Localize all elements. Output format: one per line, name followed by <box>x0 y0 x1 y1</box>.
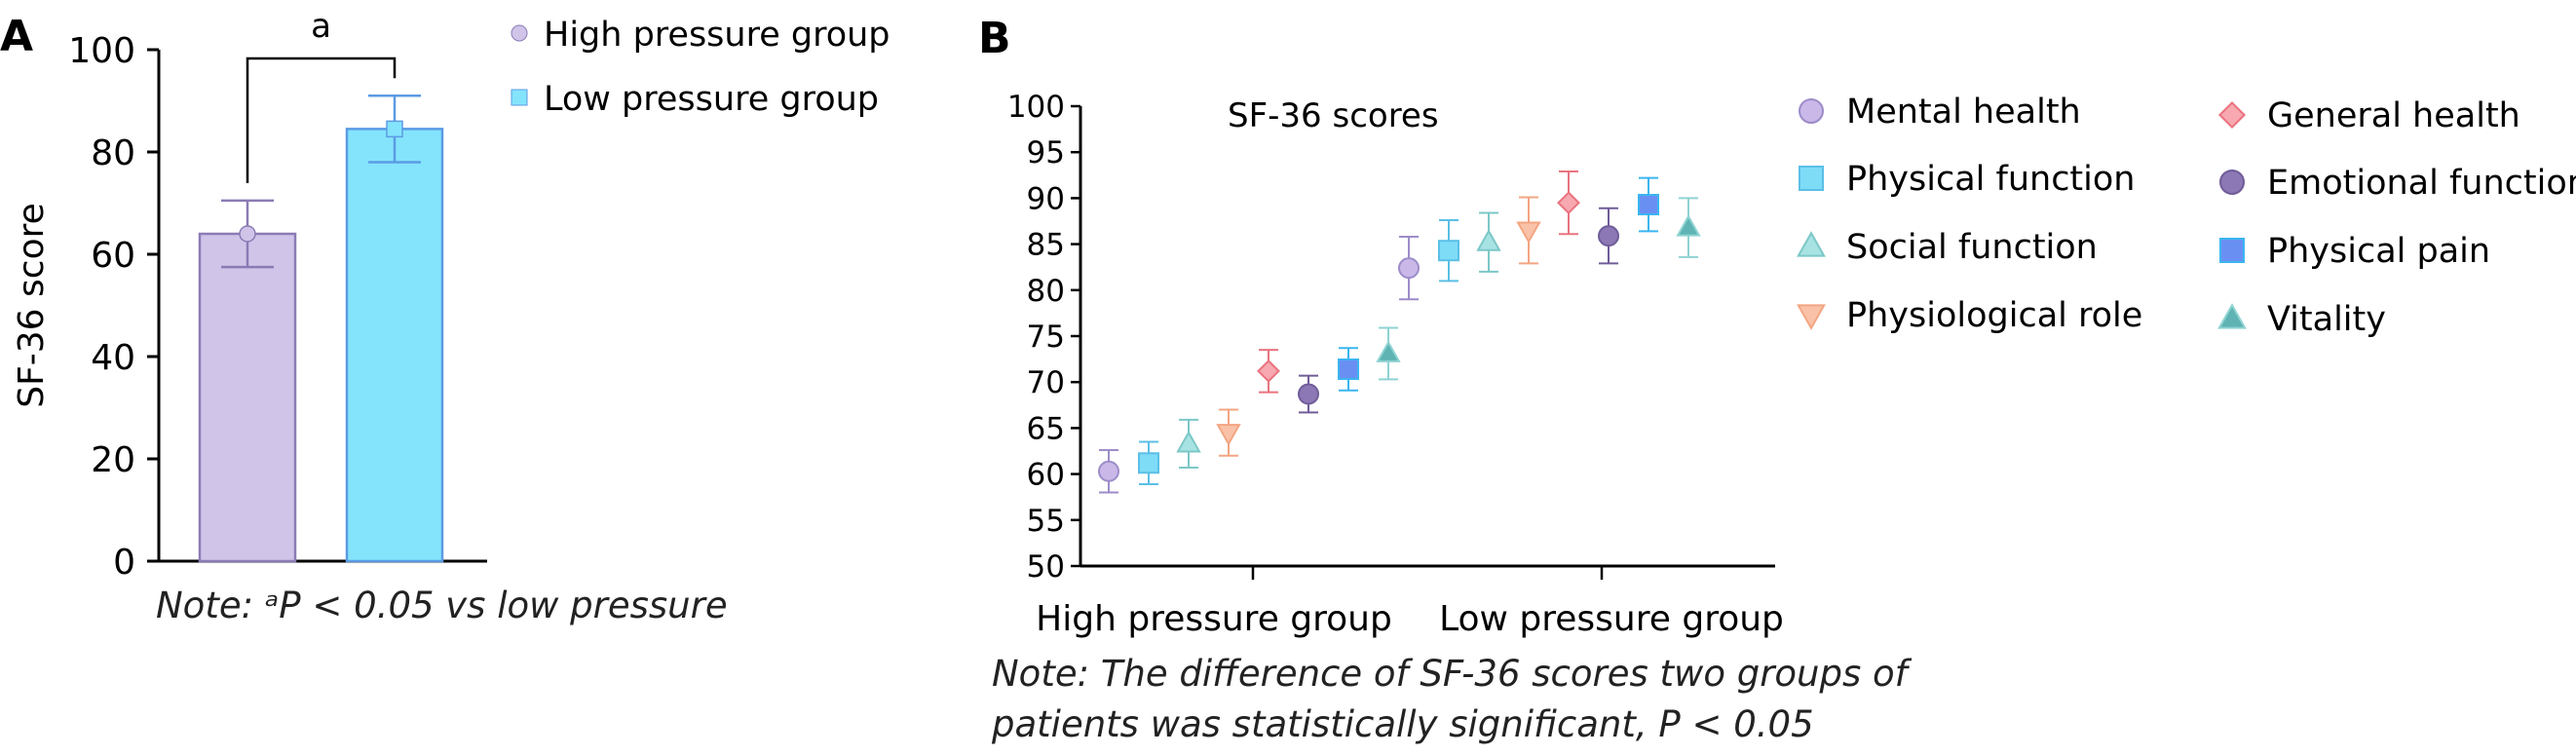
y-tick-label: 20 <box>91 440 135 480</box>
legend-marker <box>511 24 528 42</box>
data-point <box>1176 430 1201 453</box>
y-tick-label: 60 <box>1027 458 1065 493</box>
y-tick-label: 90 <box>1027 181 1065 216</box>
legend-marker <box>1799 166 1824 191</box>
legend-label: General health <box>2267 96 2520 135</box>
data-point <box>1638 194 1659 216</box>
y-tick-label: 80 <box>91 133 135 173</box>
bar <box>198 232 297 563</box>
legend-label: Physiological role <box>1846 296 2142 335</box>
panel-a-label: A <box>0 12 33 61</box>
bar <box>345 128 444 563</box>
data-point <box>1338 358 1359 380</box>
data-point <box>1098 460 1119 482</box>
legend-marker <box>1797 231 1826 257</box>
y-tick-label: 60 <box>91 236 135 276</box>
legend-marker <box>2217 303 2247 329</box>
x-tick-label: High pressure group <box>1036 599 1392 639</box>
data-point <box>1216 424 1241 446</box>
legend-label: Physical pain <box>2267 232 2490 271</box>
legend-marker <box>1797 304 1826 330</box>
data-point <box>1676 214 1701 237</box>
legend-label: High pressure group <box>544 16 890 55</box>
legend-label: Vitality <box>2267 300 2386 339</box>
y-tick-label: 55 <box>1027 504 1065 539</box>
panel-a: A 0 20 40 60 80 100 SF-36 score a High pressure g… <box>0 7 890 583</box>
x-tick-label: Low pressure group <box>1439 599 1784 639</box>
panel-a-note: Note: ᵃP < 0.05 vs low pressure <box>156 585 728 626</box>
y-axis-title: SF-36 score <box>12 203 52 408</box>
legend-label: Mental health <box>1846 93 2081 132</box>
legend-marker <box>2219 238 2245 263</box>
y-tick-label: 85 <box>1027 228 1065 263</box>
y-tick-label: 40 <box>91 338 135 378</box>
legend-label: Physical function <box>1846 160 2135 199</box>
chart-title: SF-36 scores <box>1228 96 1439 135</box>
panel-b-label: B <box>978 14 1011 63</box>
y-tick-label: 100 <box>68 31 135 71</box>
y-tick-label: 80 <box>1027 274 1065 309</box>
legend-marker <box>1799 98 1824 124</box>
data-point <box>386 120 403 138</box>
legend-label: Low pressure group <box>544 80 879 119</box>
data-point <box>239 225 256 243</box>
significance-bracket <box>246 57 397 183</box>
y-tick-label: 95 <box>1027 135 1065 170</box>
legend-label: Emotional function <box>2267 164 2576 203</box>
data-point <box>1598 225 1619 247</box>
y-tick-label: 75 <box>1027 320 1065 355</box>
data-point <box>1376 340 1401 362</box>
panel-b-note-line-2: patients was statistically significant, … <box>992 703 1814 745</box>
legend-marker <box>511 89 528 106</box>
legend-label: Social function <box>1846 228 2098 267</box>
data-point <box>1438 240 1459 262</box>
data-point <box>1257 359 1280 383</box>
data-point <box>1398 257 1420 280</box>
data-point <box>1557 191 1580 215</box>
legend-marker <box>2217 100 2247 130</box>
y-tick-label: 50 <box>1027 549 1065 585</box>
data-point <box>1298 383 1319 405</box>
data-point <box>1516 221 1541 244</box>
panel-b-note-line-1: Note: The difference of SF-36 scores two… <box>992 653 1908 695</box>
y-tick-label: 70 <box>1027 365 1065 400</box>
y-tick-label: 0 <box>113 543 135 583</box>
y-tick-label: 65 <box>1027 411 1065 446</box>
data-point <box>1138 452 1159 474</box>
y-tick-label: 100 <box>1007 90 1065 125</box>
significance-label: a <box>311 7 331 46</box>
legend-marker <box>2219 170 2245 195</box>
panel-b: B 50 55 60 65 70 75 80 85 90 95 100 High pressure gr… <box>978 14 2576 639</box>
data-point <box>1476 229 1501 251</box>
